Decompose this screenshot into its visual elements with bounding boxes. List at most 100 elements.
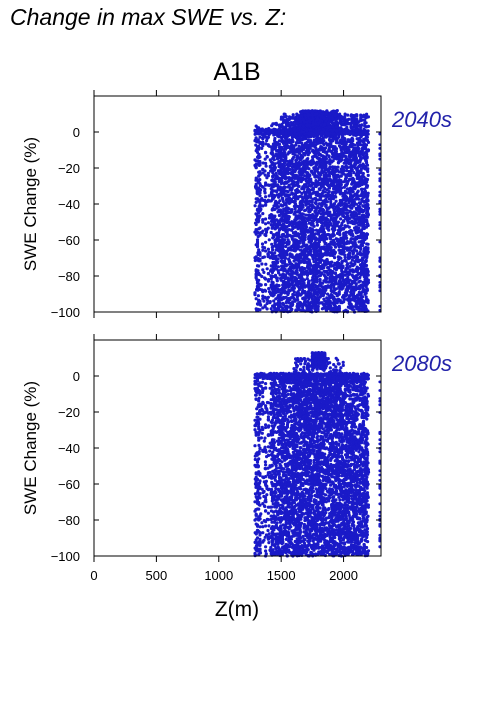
scatter-point <box>274 254 278 258</box>
scatter-points-2040s <box>253 109 382 314</box>
scatter-point <box>254 276 258 280</box>
scatter-point <box>357 141 361 145</box>
scatter-point <box>364 258 368 262</box>
scatter-point <box>302 249 307 253</box>
scatter-point <box>348 240 352 244</box>
scatter-point <box>327 169 331 173</box>
scatter-point <box>292 240 296 244</box>
scatter-point <box>324 233 328 237</box>
scatter-point <box>289 275 293 279</box>
scatter-point <box>336 293 340 297</box>
scatter-point <box>299 167 304 172</box>
scatter-point <box>325 259 329 263</box>
scatter-point <box>311 148 315 152</box>
scatter-point <box>277 155 281 159</box>
scatter-point <box>284 264 288 268</box>
scatter-point <box>279 115 284 119</box>
scatter-point <box>255 230 260 234</box>
scatter-point <box>279 226 283 230</box>
scatter-point <box>348 121 353 125</box>
scatter-point <box>287 115 292 119</box>
scatter-point <box>360 272 364 276</box>
scatter-point <box>255 245 260 249</box>
scatter-point <box>265 139 269 143</box>
scatter-point <box>345 165 349 169</box>
scatter-point <box>337 279 342 284</box>
scatter-point <box>274 267 278 271</box>
scatter-point <box>309 184 313 188</box>
scatter-point <box>332 155 336 159</box>
scatter-point <box>277 151 281 155</box>
scatter-point <box>279 147 283 151</box>
scatter-point <box>363 144 367 148</box>
scatter-point <box>338 211 342 215</box>
scatter-point <box>341 211 346 215</box>
scatter-point <box>264 222 268 226</box>
scatter-point <box>329 293 333 297</box>
scatter-point <box>343 225 347 229</box>
scatter-point <box>286 292 290 297</box>
scatter-point <box>300 266 304 270</box>
scatter-point <box>264 233 268 238</box>
scatter-point <box>338 141 342 145</box>
scatter-point <box>320 218 325 222</box>
scatter-point <box>281 224 285 228</box>
scatter-point <box>276 265 280 269</box>
scatter-point <box>344 269 348 273</box>
scatter-point <box>329 202 333 206</box>
scatter-point <box>365 198 369 202</box>
scatter-point <box>289 228 293 232</box>
scatter-point <box>311 264 316 268</box>
scatter-point <box>355 255 360 259</box>
scatter-point <box>254 212 258 216</box>
scatter-point <box>301 269 305 273</box>
scatter-point <box>308 309 312 313</box>
scatter-point <box>332 271 336 275</box>
scatter-point <box>270 184 274 188</box>
scatter-point <box>346 262 350 266</box>
scatter-point <box>296 242 300 247</box>
scatter-point <box>353 124 357 128</box>
scatter-point <box>316 296 320 300</box>
scatter-point <box>296 232 300 236</box>
scatter-point <box>324 275 328 279</box>
scatter-point <box>319 212 323 216</box>
scatter-point <box>344 217 348 221</box>
scatter-point <box>292 212 296 216</box>
scatter-point <box>292 242 296 246</box>
scatter-point <box>282 147 286 151</box>
scatter-point <box>345 287 349 291</box>
scatter-point <box>366 148 370 152</box>
scatter-point <box>363 309 367 313</box>
scatter-point <box>266 221 270 225</box>
scatter-point <box>341 172 345 176</box>
scatter-point <box>310 239 314 243</box>
scatter-point <box>324 305 328 309</box>
scatter-point <box>316 151 320 155</box>
scatter-point <box>255 219 259 223</box>
scatter-point <box>260 262 264 266</box>
scatter-point <box>308 244 313 248</box>
scatter-point <box>255 197 260 201</box>
scatter-point <box>313 237 317 241</box>
scatter-point <box>261 248 265 252</box>
scatter-point <box>265 267 269 271</box>
scatter-point <box>332 233 336 237</box>
scatter-point <box>350 282 354 286</box>
scatter-point <box>255 238 260 242</box>
scatter-point <box>333 145 337 149</box>
scatter-point <box>274 258 278 262</box>
scatter-point <box>310 203 314 207</box>
scatter-point <box>328 162 332 166</box>
scatter-point <box>354 211 358 215</box>
scatter-point <box>293 200 297 204</box>
scatter-point <box>292 195 296 200</box>
scatter-point <box>335 239 339 243</box>
scatter-point <box>352 204 356 208</box>
scatter-point <box>327 280 331 284</box>
scatter-point <box>295 272 299 276</box>
scatter-point <box>312 252 316 257</box>
scatter-point <box>283 289 287 293</box>
scatter-point <box>306 283 310 288</box>
scatter-point <box>253 158 257 162</box>
